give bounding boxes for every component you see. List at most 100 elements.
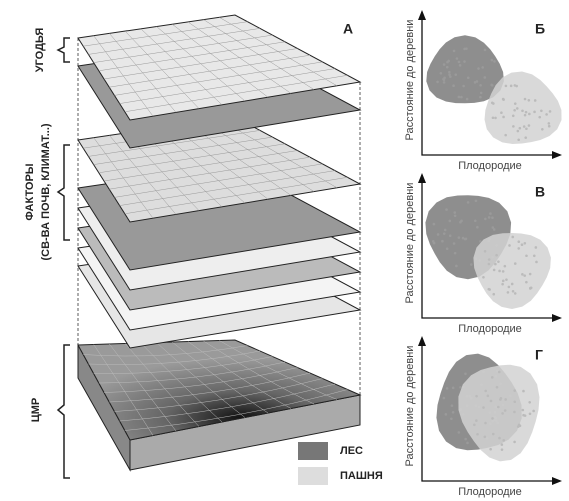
dot [463, 60, 466, 63]
dot [521, 273, 524, 276]
dot [528, 272, 532, 276]
plane [77, 14, 362, 121]
y-axis-label: Расстояние до деревни [404, 346, 416, 467]
dot [470, 263, 473, 266]
dot [479, 91, 483, 95]
dot [517, 240, 521, 243]
dot [453, 211, 457, 214]
dot [445, 65, 449, 69]
panel: Г Расстояние до деревни Плодородие [404, 336, 562, 498]
dot [497, 370, 501, 374]
dot [448, 234, 452, 238]
dot [527, 98, 531, 102]
dot [513, 262, 517, 265]
dot [452, 49, 456, 53]
terrain-grid [140, 342, 223, 423]
dot [454, 73, 458, 76]
dot [517, 138, 520, 142]
dot [538, 115, 542, 119]
dot [473, 423, 476, 427]
grid-line [103, 150, 298, 182]
factors-note: (СВ-ВА ПОЧВ, КЛИМАТ...) [40, 123, 52, 260]
dot [525, 254, 528, 258]
dot [490, 101, 494, 105]
dot [523, 274, 527, 277]
grid-line [109, 156, 311, 190]
dot [479, 240, 482, 243]
grid-line [103, 48, 298, 80]
dot [513, 389, 517, 392]
dot [495, 385, 499, 389]
dot [492, 268, 496, 272]
dot [448, 73, 451, 76]
dot [476, 432, 479, 436]
dot [503, 409, 507, 412]
grid-line [114, 163, 323, 198]
dot [457, 431, 461, 434]
axes [421, 175, 560, 319]
dot [466, 201, 470, 204]
terrain-grid [114, 378, 323, 412]
dot [457, 60, 461, 64]
y-axis-label: Расстояние до деревни [404, 20, 416, 141]
dot [445, 208, 448, 211]
dot [524, 110, 528, 114]
terrain-grid [103, 367, 298, 393]
dot [490, 84, 494, 87]
dot [442, 63, 446, 66]
dot [527, 124, 531, 127]
dot [439, 72, 443, 75]
dot [451, 386, 455, 390]
dot [450, 417, 453, 421]
dot [547, 122, 551, 125]
legend-swatch-forest [298, 442, 328, 460]
dot [518, 424, 522, 428]
dot [513, 400, 517, 404]
brackets [56, 37, 70, 479]
dot [460, 95, 463, 99]
dot [528, 112, 531, 116]
dot [513, 292, 517, 295]
dot [487, 262, 491, 266]
dot [528, 412, 532, 416]
dot [515, 84, 518, 88]
legend-forest: ЛЕС [340, 445, 363, 457]
dot [532, 409, 535, 413]
dot [521, 109, 524, 113]
terrain-grid [83, 345, 248, 357]
dot [453, 214, 457, 218]
dot [504, 133, 507, 137]
grid-line [124, 177, 348, 215]
dot [452, 242, 456, 245]
legend-swatch-arable [298, 467, 328, 485]
dot [483, 249, 487, 253]
grid-line [114, 61, 323, 96]
dot [492, 228, 496, 231]
dot [520, 243, 524, 247]
grid-line [187, 21, 292, 94]
grid-line [119, 68, 336, 104]
dot [491, 216, 494, 219]
dot [528, 400, 531, 404]
dot [487, 258, 491, 261]
dot [522, 389, 525, 393]
dot [489, 212, 492, 215]
panel: Б Расстояние до деревни Плодородие [404, 10, 562, 172]
dot [465, 47, 468, 50]
dot [475, 394, 478, 398]
dot [518, 126, 522, 130]
dot [483, 48, 487, 52]
dot [545, 113, 548, 116]
dot [501, 279, 505, 283]
dot [501, 282, 504, 286]
dot [502, 439, 506, 442]
dot [494, 262, 497, 266]
terrain-grid [109, 372, 311, 403]
land-use-label: УГОДЬЯ [34, 28, 46, 73]
dot [489, 399, 493, 403]
terrain-grid [124, 389, 348, 431]
dot [492, 292, 496, 296]
dot [547, 124, 551, 128]
dot [460, 219, 463, 223]
dot [494, 116, 497, 120]
